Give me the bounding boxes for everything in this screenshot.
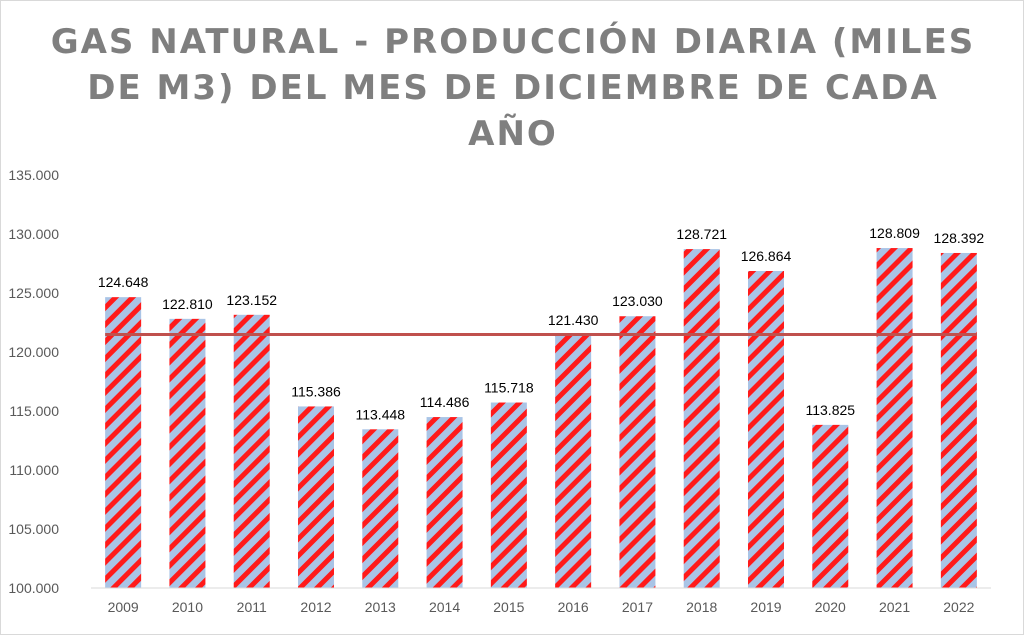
data-label: 123.152 <box>226 292 277 308</box>
y-tick-label: 105.000 <box>8 521 59 537</box>
bar <box>812 424 849 588</box>
x-tick-label: 2013 <box>365 599 396 615</box>
bar <box>233 314 270 588</box>
data-label: 128.721 <box>676 226 727 242</box>
bar <box>105 297 142 588</box>
y-tick-label: 120.000 <box>8 344 59 360</box>
y-tick-label: 115.000 <box>9 403 59 419</box>
x-tick-label: 2014 <box>429 599 460 615</box>
x-tick-label: 2009 <box>108 599 139 615</box>
bar <box>619 316 656 588</box>
x-tick-label: 2017 <box>622 599 653 615</box>
data-label: 121.430 <box>548 312 599 328</box>
x-tick-label: 2010 <box>172 599 203 615</box>
data-label: 114.486 <box>420 394 470 410</box>
bar <box>169 318 206 588</box>
bar <box>362 429 399 588</box>
title-line: DE M3) DEL MES DE DICIEMBRE DE CADA <box>87 68 939 108</box>
x-tick-label: 2022 <box>943 599 974 615</box>
y-tick-label: 100.000 <box>8 580 59 596</box>
data-label: 115.386 <box>291 383 341 399</box>
chart-title: GAS NATURAL - PRODUCCIÓN DIARIA (MILES D… <box>1 19 1024 157</box>
data-label: 128.392 <box>934 230 985 246</box>
data-label: 113.448 <box>355 406 405 422</box>
bar <box>683 249 720 588</box>
x-tick-label: 2015 <box>493 599 524 615</box>
bar <box>555 335 592 588</box>
bar <box>876 248 913 588</box>
x-tick-label: 2018 <box>686 599 717 615</box>
y-tick-label: 130.000 <box>8 226 59 242</box>
x-tick-label: 2019 <box>750 599 781 615</box>
x-tick-label: 2021 <box>879 599 910 615</box>
data-label: 124.648 <box>98 274 149 290</box>
bar <box>426 417 463 588</box>
data-label: 122.810 <box>162 296 213 312</box>
bar <box>748 271 784 588</box>
title-line: AÑO <box>468 114 558 154</box>
title-line: GAS NATURAL - PRODUCCIÓN DIARIA (MILES <box>50 22 976 62</box>
x-tick-label: 2016 <box>558 599 589 615</box>
y-tick-label: 110.000 <box>9 462 59 478</box>
data-label: 128.809 <box>869 225 920 241</box>
x-tick-label: 2011 <box>237 599 267 615</box>
y-tick-label: 135.000 <box>8 167 59 183</box>
bar <box>298 406 334 588</box>
bar <box>940 252 977 588</box>
x-tick-label: 2020 <box>815 599 846 615</box>
data-label: 126.864 <box>741 248 792 264</box>
bar <box>490 402 527 588</box>
y-tick-label: 125.000 <box>8 285 59 301</box>
x-tick-label: 2012 <box>300 599 331 615</box>
data-label: 115.718 <box>484 380 534 396</box>
data-label: 123.030 <box>612 293 663 309</box>
data-label: 113.825 <box>805 402 855 418</box>
